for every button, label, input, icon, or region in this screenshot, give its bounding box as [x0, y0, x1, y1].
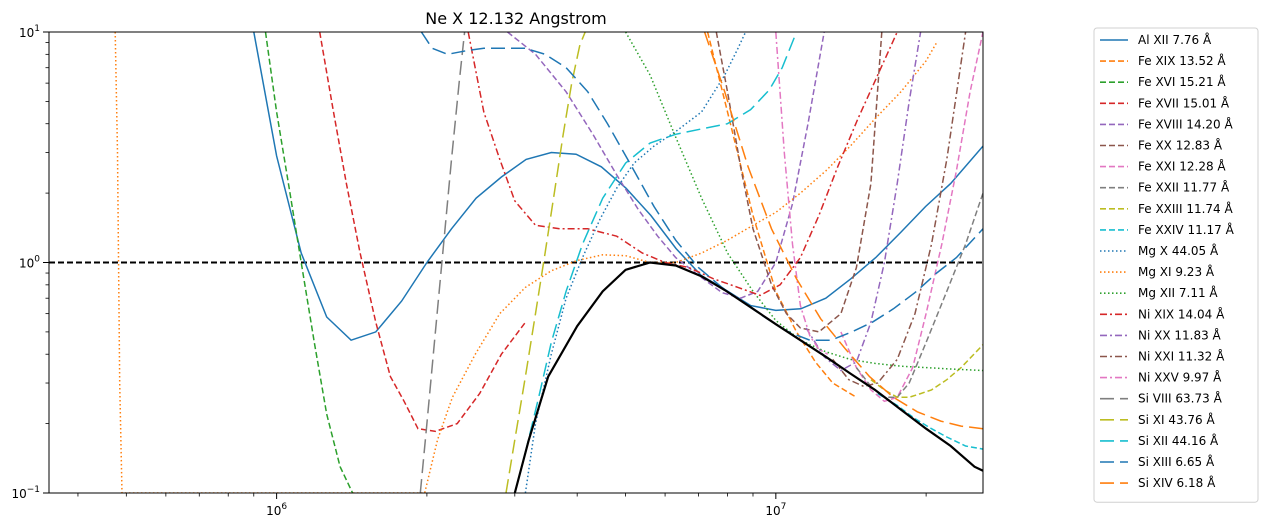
envelope-line — [513, 261, 983, 493]
series-line-si-xiii-6-65 — [420, 32, 983, 341]
series-line-fe-xxi-12-28 — [840, 32, 983, 403]
legend-label: Mg X 44.05 Å — [1138, 243, 1219, 258]
legend-label: Fe XVI 15.21 Å — [1138, 74, 1226, 89]
axes-layer: 106 107 10−1 100 101 — [11, 24, 927, 518]
series-line-fe-xvi-15-21 — [264, 32, 354, 493]
legend-label: Al XII 7.76 Å — [1138, 32, 1212, 47]
series-line-si-xi-43-76 — [505, 32, 586, 493]
legend-label: Ni XX 11.83 Å — [1138, 327, 1222, 342]
legend-label: Si XI 43.76 Å — [1138, 412, 1216, 427]
legend-label: Mg XII 7.11 Å — [1138, 285, 1218, 300]
legend: Al XII 7.76 Å Fe XIX 13.52 Å Fe XVI 15.21 … — [1093, 27, 1259, 503]
series-line-fe-xvii-15-01 — [318, 32, 526, 433]
y-tick-label: 101 — [19, 24, 40, 40]
legend-label: Si VIII 63.73 Å — [1138, 391, 1223, 406]
legend-label: Fe XXI 12.28 Å — [1138, 159, 1226, 174]
legend-label: Fe XVIII 14.20 Å — [1138, 116, 1233, 131]
series-line-si-viii-63-73 — [419, 32, 466, 493]
legend-label: Fe XVII 15.01 Å — [1138, 95, 1230, 110]
legend-label: Fe XIX 13.52 Å — [1138, 53, 1226, 68]
series-line-fe-xxiv-11-17 — [877, 392, 983, 450]
x-tick-label: 106 — [266, 502, 287, 518]
legend-label: Ni XXV 9.97 Å — [1138, 370, 1222, 385]
series-line-fe-xviii-14-20 — [507, 32, 825, 299]
legend-label: Fe XXII 11.77 Å — [1138, 180, 1230, 195]
series-line-mg-xi-9-23 — [114, 32, 938, 493]
series-line-ni-xxi-11-32 — [832, 32, 967, 388]
series-line-fe-xxiii-11-74 — [870, 344, 983, 399]
series-line-ni-xix-14-04 — [467, 32, 898, 297]
legend-label: Si XII 44.16 Å — [1138, 433, 1219, 448]
legend-label: Fe XXIII 11.74 Å — [1138, 201, 1233, 216]
series-line-fe-xx-12-83 — [715, 32, 883, 333]
chart-title: Ne X 12.132 Angstrom — [425, 9, 606, 28]
series-line-ni-xx-11-83 — [805, 32, 922, 372]
legend-label: Si XIII 6.65 Å — [1138, 454, 1215, 469]
legend-label: Mg XI 9.23 Å — [1138, 264, 1215, 279]
legend-box — [1093, 27, 1259, 503]
series-line-si-xii-44-16 — [514, 32, 798, 493]
legend-label: Ni XIX 14.04 Å — [1138, 306, 1225, 321]
y-tick-label: 10−1 — [11, 485, 40, 501]
legend-label: Ni XXI 11.32 Å — [1138, 349, 1225, 364]
series-line-al-xii-7-76 — [253, 32, 983, 342]
series-line-si-xiv-6-18 — [703, 32, 983, 430]
series-line-fe-xix-13-52 — [706, 32, 857, 398]
series-layer — [49, 32, 983, 493]
legend-label: Fe XX 12.83 Å — [1138, 138, 1223, 153]
y-tick-label: 100 — [19, 255, 40, 271]
x-tick-label: 107 — [765, 502, 786, 518]
legend-label: Si XIV 6.18 Å — [1138, 475, 1216, 490]
legend-label: Fe XXIV 11.17 Å — [1138, 222, 1235, 237]
series-line-ni-xxv-9-97 — [775, 32, 829, 355]
